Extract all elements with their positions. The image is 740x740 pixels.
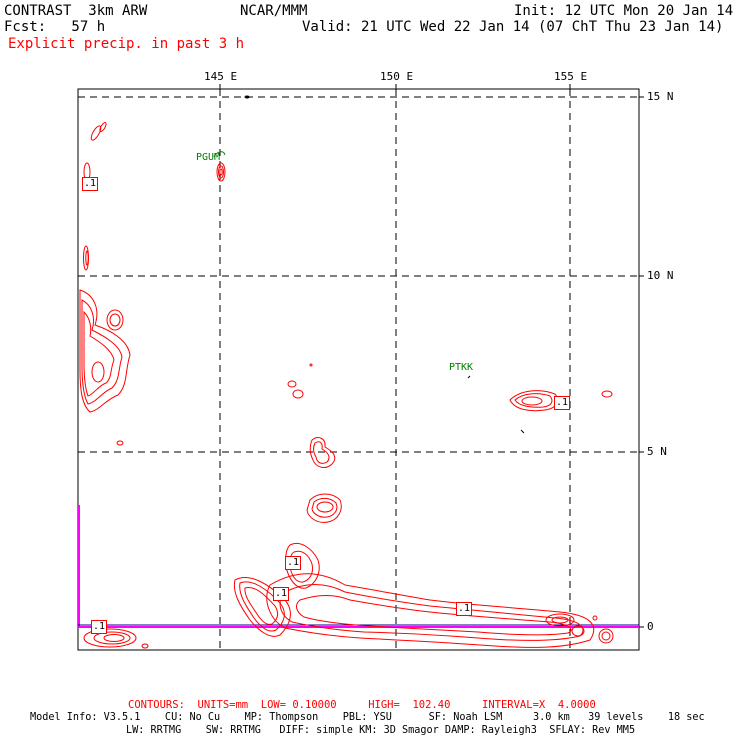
contour-label: .1: [91, 620, 107, 634]
model-info-line1: Model Info: V3.5.1 CU: No Cu MP: Thompso…: [30, 712, 705, 723]
init-time: Init: 12 UTC Mon 20 Jan 14: [514, 3, 734, 19]
map-marks: [244, 95, 525, 434]
pgum-marker: [213, 151, 226, 158]
lon-label-145e: 145 E: [204, 70, 238, 83]
contour-label: .1: [554, 396, 570, 410]
valid-time: Valid: 21 UTC Wed 22 Jan 14 (07 ChT Thu …: [302, 19, 724, 35]
forecast-hour: Fcst: 57 h: [4, 19, 106, 35]
map-frame: [77, 88, 640, 651]
contour-label: .1: [82, 177, 98, 191]
contours-info: CONTOURS: UNITS=mm LOW= 0.10000 HIGH= 10…: [128, 699, 596, 711]
lon-label-150e: 150 E: [380, 70, 414, 83]
lat-label-10n: 10 N: [647, 269, 674, 282]
station-label-ptkk: PTKK: [449, 362, 474, 373]
model-info-line2: LW: RRTMG SW: RRTMG DIFF: simple KM: 3D …: [126, 725, 636, 736]
contour-label: .1: [273, 587, 289, 601]
station-label-pgum: PGUM: [196, 152, 221, 163]
contour-label: .1: [456, 602, 472, 616]
model-title: CONTRAST 3km ARW: [4, 3, 148, 19]
lat-label-equator: 0: [647, 620, 654, 633]
lat-lon-grid: [78, 89, 639, 650]
lon-label-155e: 155 E: [554, 70, 588, 83]
contour-label: .1: [285, 556, 301, 570]
center-title: NCAR/MMM: [240, 3, 308, 19]
field-title: Explicit precip. in past 3 h: [8, 36, 245, 52]
axis-ticks: [219, 84, 644, 628]
precip-contours: [79, 122, 614, 649]
lat-label-5n: 5 N: [647, 445, 667, 458]
lat-label-15n: 15 N: [647, 90, 674, 103]
